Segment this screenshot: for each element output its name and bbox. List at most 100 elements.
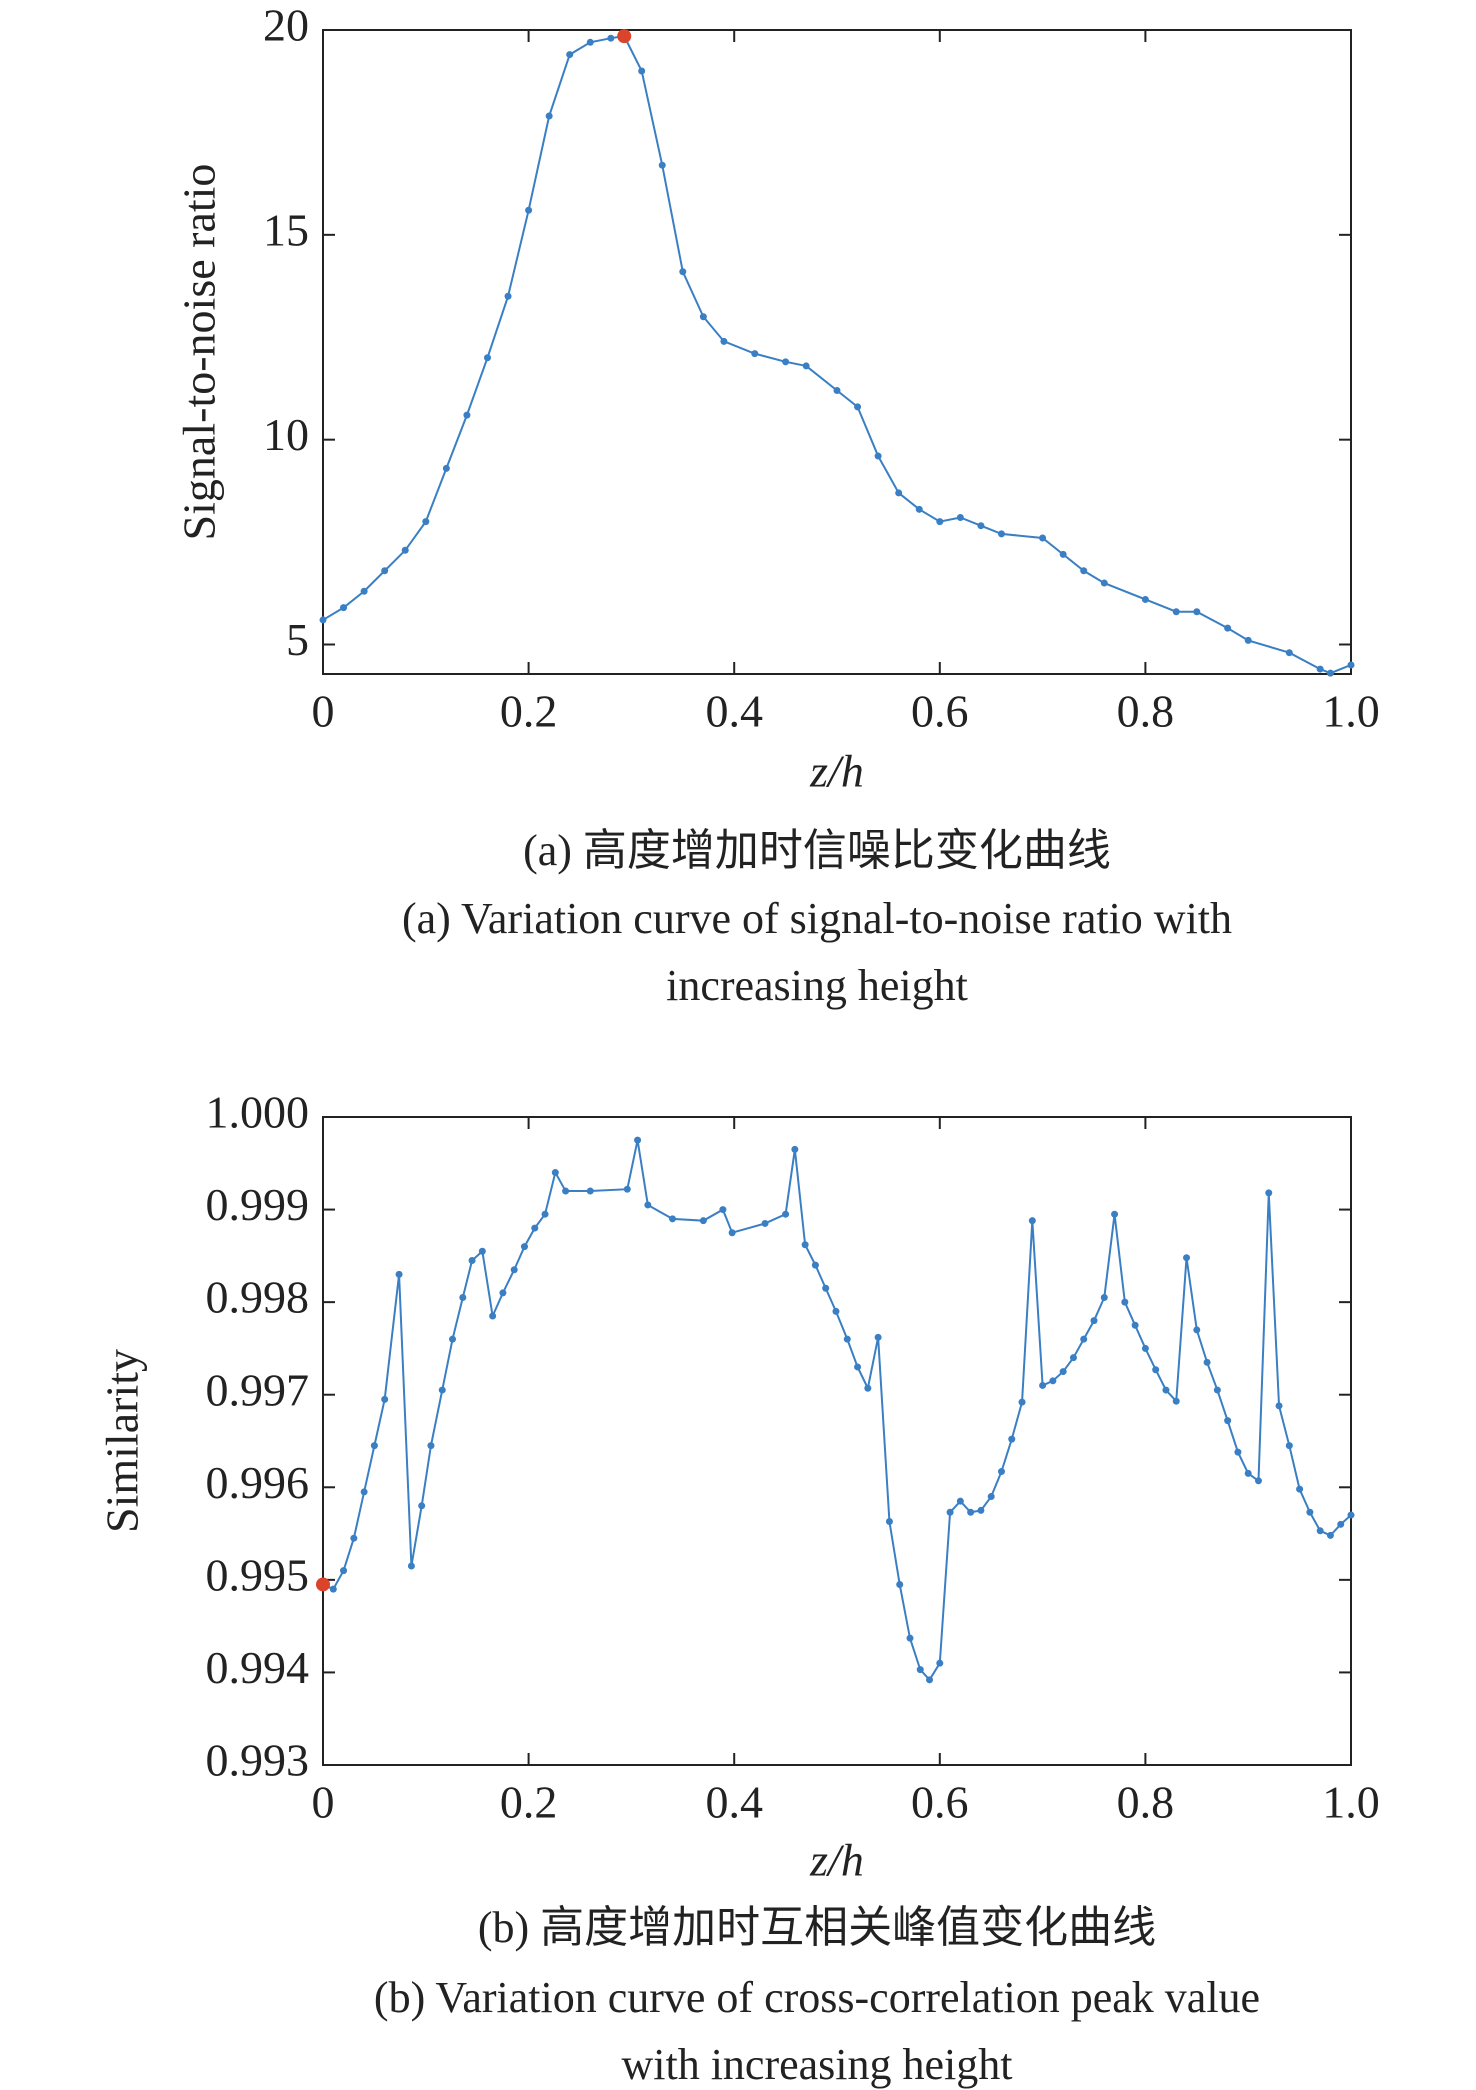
data-point (1059, 1368, 1067, 1376)
data-point (1069, 1354, 1077, 1362)
data-point (478, 1247, 486, 1255)
data-point (1028, 1217, 1036, 1225)
x-tick-label: 1.0 (1322, 686, 1380, 737)
plot-frame (322, 1116, 1352, 1766)
data-point (562, 1187, 570, 1195)
caption: with increasing height (621, 2040, 1012, 2089)
data-point (340, 1567, 348, 1575)
data-point (699, 313, 707, 321)
data-line (322, 35, 1352, 675)
data-point (623, 1185, 631, 1193)
data-point (395, 1270, 403, 1278)
x-tick-label: 0.2 (500, 1777, 558, 1828)
data-point (946, 1508, 954, 1516)
data-point (782, 358, 790, 366)
y-axis-label: Similarity (97, 1349, 148, 1533)
data-point (854, 403, 862, 411)
data-point (761, 1219, 769, 1227)
data-point (541, 1210, 549, 1218)
data-point (340, 604, 348, 612)
data-point (936, 1659, 944, 1667)
data-point (832, 1307, 840, 1315)
data-point (1039, 1381, 1047, 1389)
data-point (525, 206, 533, 214)
y-tick-label: 1.000 (206, 1087, 310, 1138)
data-point (1224, 624, 1232, 632)
data-point (418, 1502, 426, 1510)
data-point (669, 1215, 677, 1223)
data-point (520, 1243, 528, 1251)
data-point (586, 1187, 594, 1195)
data-point (936, 518, 944, 526)
x-tick-label: 0.2 (500, 686, 558, 737)
data-point (360, 587, 368, 595)
data-point (1141, 595, 1149, 603)
y-tick-label: 0.996 (206, 1457, 310, 1508)
data-point (638, 67, 646, 75)
x-tick-label: 0.6 (911, 686, 969, 737)
x-axis-label: z/h (809, 1835, 864, 1886)
data-point (644, 1201, 652, 1209)
data-point (895, 489, 903, 497)
data-point (545, 112, 553, 120)
data-line (322, 1139, 1352, 1682)
x-tick-label: 0.4 (705, 1777, 763, 1828)
data-point (1141, 1344, 1149, 1352)
data-point (1100, 1294, 1108, 1302)
data-point (463, 411, 471, 419)
data-point (1285, 1442, 1293, 1450)
data-point (874, 452, 882, 460)
y-tick-label: 0.995 (206, 1549, 310, 1600)
data-point (551, 1169, 559, 1177)
data-point (401, 546, 409, 554)
x-tick-label: 1.0 (1322, 1777, 1380, 1828)
data-point (607, 34, 615, 42)
highlight-point (617, 29, 632, 44)
data-point (926, 1676, 934, 1684)
data-point (360, 1488, 368, 1496)
highlight-point (316, 1577, 330, 1592)
data-point (782, 1210, 790, 1218)
data-point (864, 1384, 872, 1392)
data-point (566, 51, 574, 59)
data-point (751, 350, 759, 358)
data-point (1131, 1321, 1139, 1329)
x-axis-label: z/h (809, 746, 864, 797)
data-point (1285, 649, 1293, 657)
data-point (811, 1261, 819, 1269)
data-point (977, 1506, 985, 1514)
data-point (728, 1229, 736, 1237)
data-point (1244, 1469, 1252, 1477)
data-point (1172, 608, 1180, 616)
data-point (459, 1294, 467, 1302)
data-point (997, 530, 1005, 538)
data-point (449, 1335, 457, 1343)
data-point (504, 292, 512, 300)
data-point (1100, 579, 1108, 587)
data-point (1049, 1377, 1057, 1385)
y-tick-label: 0.993 (206, 1735, 310, 1786)
data-point (854, 1363, 862, 1371)
data-point (906, 1634, 914, 1642)
data-point (1213, 1386, 1221, 1394)
data-point (531, 1224, 539, 1232)
data-point (791, 1145, 799, 1153)
data-point (874, 1333, 882, 1341)
data-point (658, 161, 666, 169)
data-point (427, 1442, 435, 1450)
data-point (1337, 1520, 1345, 1528)
y-tick-label: 5 (286, 614, 309, 665)
data-point (483, 354, 491, 362)
data-point (422, 518, 430, 526)
data-point (442, 464, 450, 472)
data-point (1008, 1435, 1016, 1443)
x-tick-label: 0.6 (911, 1777, 969, 1828)
data-point (319, 616, 327, 624)
data-point (1080, 567, 1088, 575)
caption: (b) Variation curve of cross-correlation… (374, 1973, 1260, 2022)
x-tick-label: 0 (312, 686, 335, 737)
x-tick-label: 0.4 (705, 686, 763, 737)
data-point (1296, 1485, 1304, 1493)
data-point (1234, 1448, 1242, 1456)
